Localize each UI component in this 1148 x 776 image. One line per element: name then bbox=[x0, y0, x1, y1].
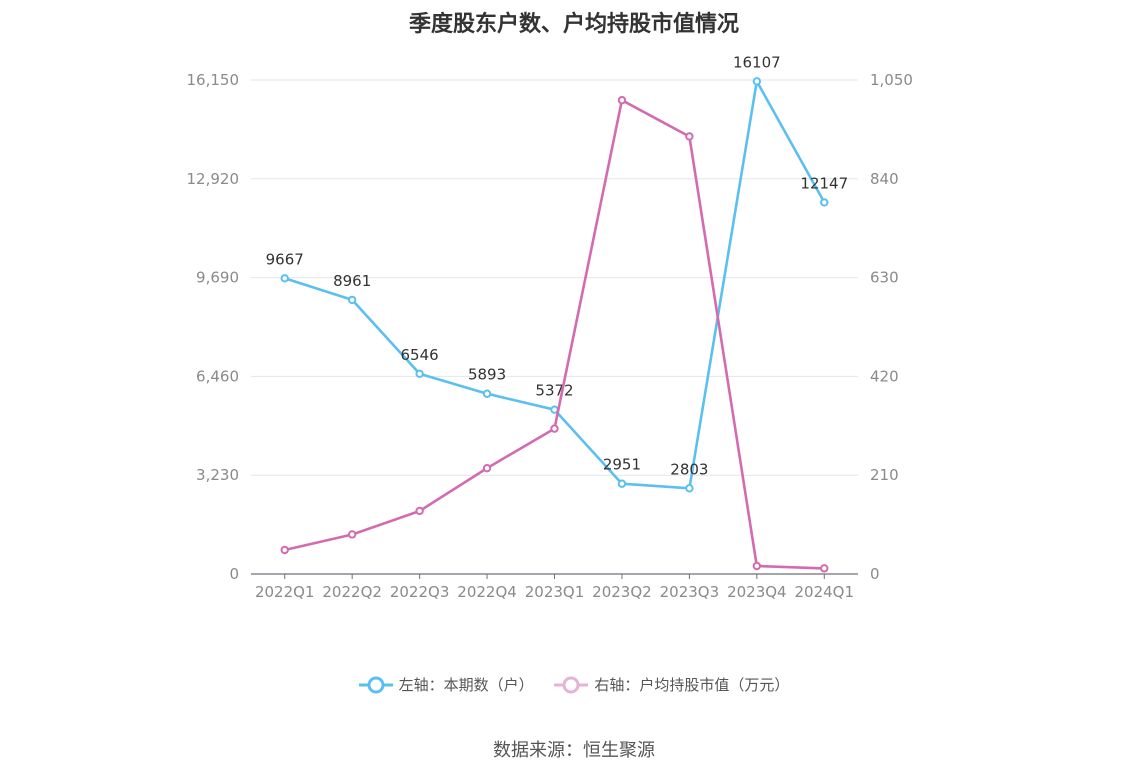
data-label: 9667 bbox=[266, 250, 304, 268]
data-point-left bbox=[617, 479, 627, 488]
y-left-tick-label: 12,920 bbox=[187, 170, 240, 188]
x-tick-label: 2022Q4 bbox=[457, 583, 517, 601]
chart-title: 季度股东户数、户均持股市值情况 bbox=[408, 12, 739, 37]
data-point-left bbox=[280, 274, 289, 283]
data-label: 5372 bbox=[535, 382, 573, 400]
legend-item-right[interactable]: 右轴：户均持股市值（万元） bbox=[554, 674, 789, 695]
data-label: 6546 bbox=[401, 346, 439, 364]
data-point-right bbox=[685, 132, 694, 141]
data-label: 16107 bbox=[733, 53, 781, 71]
legend-item-left[interactable]: 左轴：本期数（户） bbox=[358, 674, 534, 695]
series-layer: 9667 8961 6546 5893 5372 2951 2803 16107 12147 bbox=[266, 53, 848, 573]
series-line-right bbox=[284, 98, 825, 570]
y-left-tick-label: 6,460 bbox=[196, 367, 239, 385]
x-tick-label: 2024Q1 bbox=[795, 583, 855, 601]
data-point-right bbox=[347, 530, 357, 539]
data-point-right bbox=[550, 424, 559, 433]
y-left-tick-label: 3,230 bbox=[196, 466, 239, 484]
y-right-tick-label: 210 bbox=[870, 466, 899, 484]
data-point-left bbox=[820, 198, 829, 207]
legend-swatch-right-icon bbox=[554, 676, 589, 693]
data-point-left bbox=[482, 389, 492, 398]
y-right-tick-label: 420 bbox=[870, 367, 899, 385]
source-note: 数据来源：恒生聚源 bbox=[493, 740, 655, 761]
data-point-right bbox=[280, 545, 289, 555]
legend-label-right: 右轴：户均持股市值（万元） bbox=[594, 676, 790, 694]
x-tick-label: 2022Q1 bbox=[255, 583, 315, 601]
y-left-tick-label: 16,150 bbox=[187, 71, 240, 89]
data-label: 12147 bbox=[800, 174, 848, 192]
grid-lines bbox=[251, 79, 858, 476]
y-right-tick-label: 840 bbox=[870, 170, 899, 188]
y-left-tick-label: 0 bbox=[229, 565, 239, 583]
data-point-right bbox=[482, 463, 492, 473]
data-point-right bbox=[415, 506, 424, 516]
y-right-tick-label: 1,050 bbox=[870, 71, 913, 89]
data-point-right bbox=[617, 96, 627, 105]
legend: 左轴：本期数（户） 右轴：户均持股市值（万元） bbox=[0, 674, 1148, 699]
x-tick-label: 2023Q3 bbox=[660, 583, 720, 601]
x-tick-label: 2022Q2 bbox=[322, 583, 382, 601]
data-point-left bbox=[685, 484, 694, 493]
y-right-tick-label: 0 bbox=[870, 565, 880, 583]
data-label: 5893 bbox=[468, 366, 506, 384]
legend-swatch-left-icon bbox=[358, 676, 393, 693]
x-tick-label: 2022Q3 bbox=[390, 583, 450, 601]
x-tick-label: 2023Q2 bbox=[592, 583, 652, 601]
data-label: 8961 bbox=[333, 272, 371, 290]
data-point-right bbox=[820, 564, 829, 573]
legend-label-left: 左轴：本期数（户） bbox=[398, 676, 534, 694]
data-point-left bbox=[347, 295, 357, 305]
data-label: 2951 bbox=[603, 456, 641, 474]
axes: 0 0 3,230 210 6,460 420 9,690 630 12,920 840 16,15… bbox=[187, 71, 913, 601]
x-tick-label: 2023Q1 bbox=[525, 583, 585, 601]
y-left-tick-label: 9,690 bbox=[196, 269, 239, 287]
data-label: 2803 bbox=[670, 460, 708, 478]
y-right-tick-label: 630 bbox=[870, 269, 899, 287]
data-point-left bbox=[415, 369, 424, 378]
data-point-right bbox=[752, 561, 762, 571]
data-point-left bbox=[752, 77, 762, 86]
x-tick-label: 2023Q4 bbox=[727, 583, 787, 601]
